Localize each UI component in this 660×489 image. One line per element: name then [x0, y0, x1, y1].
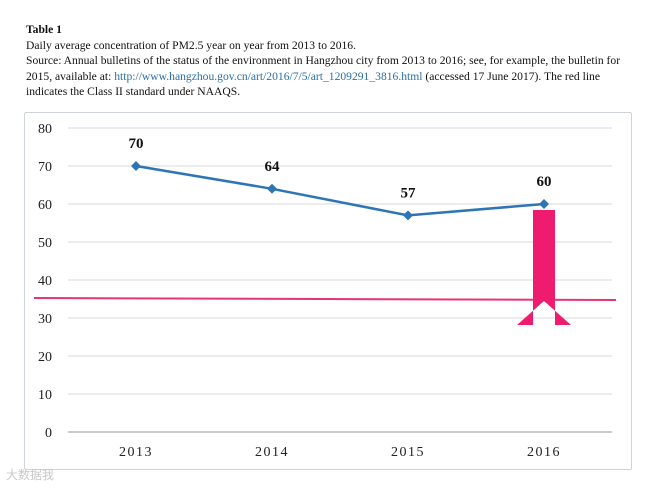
source-prefix: Source: Annual bulletins of the status o…	[26, 54, 621, 83]
downward-arrow	[517, 210, 571, 325]
data-point-marker	[403, 210, 413, 221]
y-tick-label: 10	[38, 388, 52, 403]
source-suffix: (accessed 17 June 2017). The red line in…	[26, 69, 600, 99]
caption-title: Daily average concentration of PM2.5 yea…	[26, 38, 356, 52]
class-ii-standard-line	[33, 297, 617, 301]
figure-caption: Table 1 Daily average concentration of P…	[26, 22, 644, 100]
y-tick-label: 60	[38, 198, 52, 213]
x-tick-label: 2014	[255, 445, 289, 460]
data-label: 57	[401, 185, 417, 201]
data-point-marker	[131, 161, 141, 171]
y-tick-label: 70	[38, 160, 52, 175]
y-tick-label: 80	[38, 122, 52, 137]
x-tick-label: 2013	[119, 445, 153, 460]
data-point-marker	[267, 183, 277, 194]
chart-frame	[24, 112, 632, 470]
y-tick-label: 50	[38, 236, 52, 251]
watermark-text: 大数据我	[6, 468, 55, 482]
series-line	[135, 164, 545, 217]
table-label: Table 1	[26, 23, 62, 36]
bulletin-link[interactable]: http://www.hangzhou.gov.cn/art/2016/7/5/…	[114, 69, 423, 83]
data-label: 70	[129, 136, 144, 152]
caption-source: Source: Annual bulletins of the status o…	[26, 53, 644, 100]
data-label: 60	[537, 174, 552, 190]
x-tick-label: 2015	[391, 445, 425, 460]
y-tick-label: 20	[38, 350, 52, 365]
x-tick-label: 2016	[527, 445, 561, 460]
y-tick-label: 30	[38, 312, 52, 327]
y-tick-label: 40	[38, 274, 52, 289]
data-label: 64	[265, 159, 281, 175]
y-tick-label: 0	[45, 426, 52, 441]
data-point-marker	[539, 199, 549, 209]
